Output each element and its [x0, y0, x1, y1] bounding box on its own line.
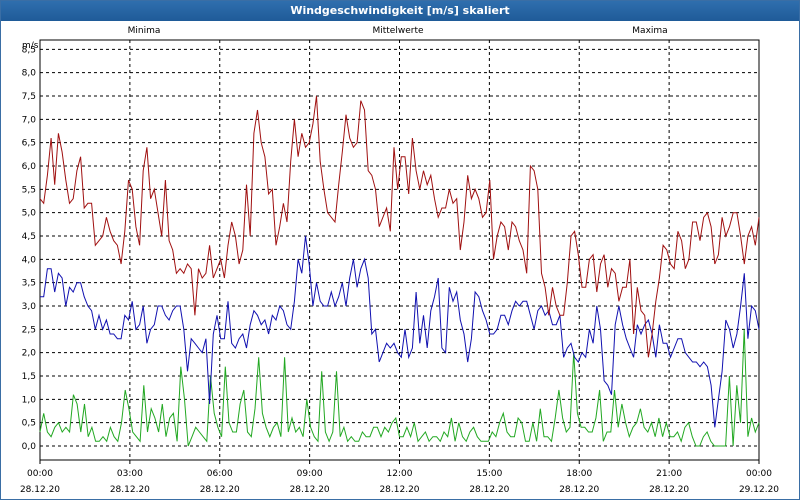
- x-tick-time: 18:00: [566, 469, 592, 479]
- x-tick-date: 28.12.20: [290, 485, 330, 495]
- y-tick-label: 2,5: [22, 325, 36, 335]
- y-tick-label: 4,0: [22, 255, 37, 265]
- x-tick-time: 12:00: [387, 469, 413, 479]
- y-tick-label: 7,0: [22, 115, 37, 125]
- y-tick-label: 6,5: [22, 139, 36, 149]
- x-tick-time: 00:00: [27, 469, 53, 479]
- x-tick-date: 28.12.20: [110, 485, 150, 495]
- x-tick-time: 00:00: [746, 469, 772, 479]
- x-tick-date: 28.12.20: [559, 485, 599, 495]
- y-tick-label: 1,5: [22, 372, 36, 382]
- y-tick-label: 8,5: [22, 45, 36, 55]
- series-line-maxima: [39, 95, 760, 358]
- window-title: Windgeschwindigkeit [m/s] skaliert: [1, 1, 799, 21]
- y-tick-label: 5,0: [22, 209, 37, 219]
- y-tick-label: 8,0: [22, 69, 37, 79]
- legend-minima: Minima: [128, 26, 161, 36]
- y-tick-label: 7,5: [22, 92, 36, 102]
- x-tick-time: 09:00: [297, 469, 323, 479]
- x-tick-date: 28.12.20: [379, 485, 419, 495]
- x-tick-time: 03:00: [117, 469, 143, 479]
- y-tick-label: 1,0: [22, 395, 37, 405]
- x-tick-time: 15:00: [476, 469, 502, 479]
- x-tick-date: 28.12.20: [20, 485, 60, 495]
- x-tick-date: 28.12.20: [649, 485, 689, 495]
- y-tick-label: 6,0: [22, 162, 37, 172]
- series-line-mittelwerte: [40, 235, 760, 428]
- legend-maxima: Maxima: [632, 26, 667, 36]
- y-tick-label: 2,0: [22, 349, 37, 359]
- legend-mittelwerte: Mittelwerte: [372, 26, 423, 36]
- x-tick-date: 28.12.20: [200, 485, 240, 495]
- series-line-minima: [39, 329, 760, 447]
- y-tick-label: 3,0: [22, 302, 37, 312]
- y-tick-label: 3,5: [22, 279, 36, 289]
- y-tick-label: 5,5: [22, 185, 36, 195]
- y-tick-label: 0,5: [22, 419, 36, 429]
- y-tick-label: 4,5: [22, 232, 36, 242]
- y-axis-unit: m/s: [22, 41, 39, 51]
- y-tick-label: 0,0: [22, 442, 37, 452]
- x-tick-date: 29.12.20: [739, 485, 779, 495]
- x-tick-date: 28.12.20: [469, 485, 509, 495]
- x-tick-time: 21:00: [656, 469, 682, 479]
- x-tick-time: 06:00: [207, 469, 233, 479]
